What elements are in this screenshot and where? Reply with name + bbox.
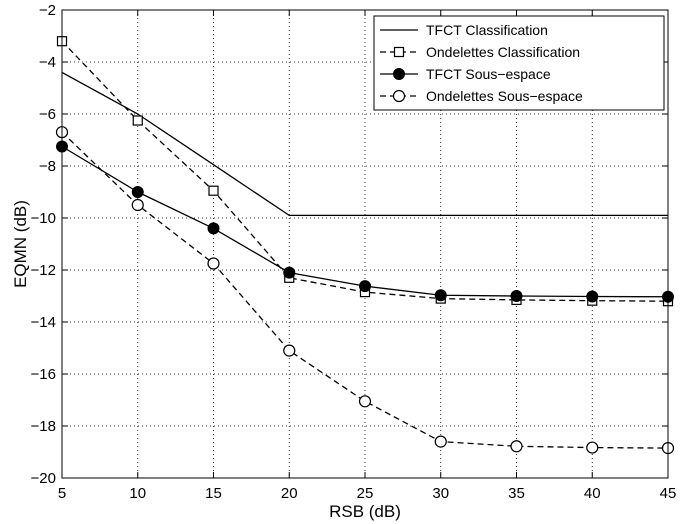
y-tick-label: −8 <box>39 158 56 175</box>
x-tick-label: 20 <box>281 485 298 502</box>
x-tick-label: 45 <box>660 485 677 502</box>
x-tick-label: 10 <box>129 485 146 502</box>
grid-lines <box>62 10 668 478</box>
filled-circle-marker <box>510 290 523 302</box>
x-tick-label: 15 <box>205 485 222 502</box>
series-line <box>61 71 668 217</box>
open-circle-marker <box>131 198 144 212</box>
filled-circle-marker <box>283 266 296 279</box>
series-1 <box>61 71 668 217</box>
open-circle-marker <box>586 441 599 454</box>
square-marker <box>208 185 219 196</box>
x-tick-label: 40 <box>584 485 601 502</box>
legend-box <box>373 15 665 111</box>
x-axis-title: RSB (dB) <box>329 502 401 521</box>
axis-ticks: 5 10 15 20 25 30 35 40 45 −2 −4 −6 −8 −10 −12 −14 −16 −18… <box>31 2 677 502</box>
series-4 <box>55 126 675 455</box>
y-tick-label: −12 <box>31 262 56 279</box>
open-circle-marker <box>392 89 406 103</box>
filled-circle-marker <box>434 289 447 302</box>
y-tick-label: −4 <box>39 54 56 71</box>
square-marker <box>132 115 143 126</box>
y-axis-title: EQMN (dB) <box>11 200 30 288</box>
filled-circle-marker <box>207 222 220 235</box>
legend-item: TFCT Classification <box>380 22 548 38</box>
legend: TFCT Classification Ondelettes Classifica… <box>373 15 665 111</box>
y-tick-label: −16 <box>31 366 56 383</box>
filled-circle-marker <box>393 68 405 80</box>
legend-label: TFCT Classification <box>426 22 548 38</box>
y-tick-label: −6 <box>39 106 56 123</box>
x-tick-label: 25 <box>357 485 374 502</box>
y-tick-label: −14 <box>31 314 56 331</box>
legend-label: Ondelettes Classification <box>426 44 580 60</box>
open-circle-marker <box>283 344 296 357</box>
legend-item: Ondelettes Classification <box>380 44 580 60</box>
open-circle-marker <box>434 435 447 448</box>
open-circle-marker <box>358 395 372 408</box>
y-tick-label: −18 <box>31 418 56 435</box>
legend-item: Ondelettes Sous−espace <box>380 88 583 104</box>
filled-circle-marker <box>131 186 144 198</box>
legend-label: Ondelettes Sous−espace <box>426 88 583 104</box>
filled-circle-marker <box>359 280 371 293</box>
legend-item: TFCT Sous−espace <box>380 66 551 82</box>
y-tick-label: −2 <box>39 2 56 19</box>
open-circle-marker <box>207 257 220 270</box>
x-tick-label: 35 <box>508 485 525 502</box>
x-tick-label: 30 <box>432 485 449 502</box>
x-tick-label: 5 <box>58 485 66 502</box>
y-tick-label: −20 <box>31 470 56 487</box>
legend-label: TFCT Sous−espace <box>426 66 551 82</box>
y-tick-label: −10 <box>31 210 56 227</box>
filled-circle-marker <box>586 290 599 303</box>
open-circle-marker <box>510 440 523 453</box>
square-marker <box>393 46 405 58</box>
